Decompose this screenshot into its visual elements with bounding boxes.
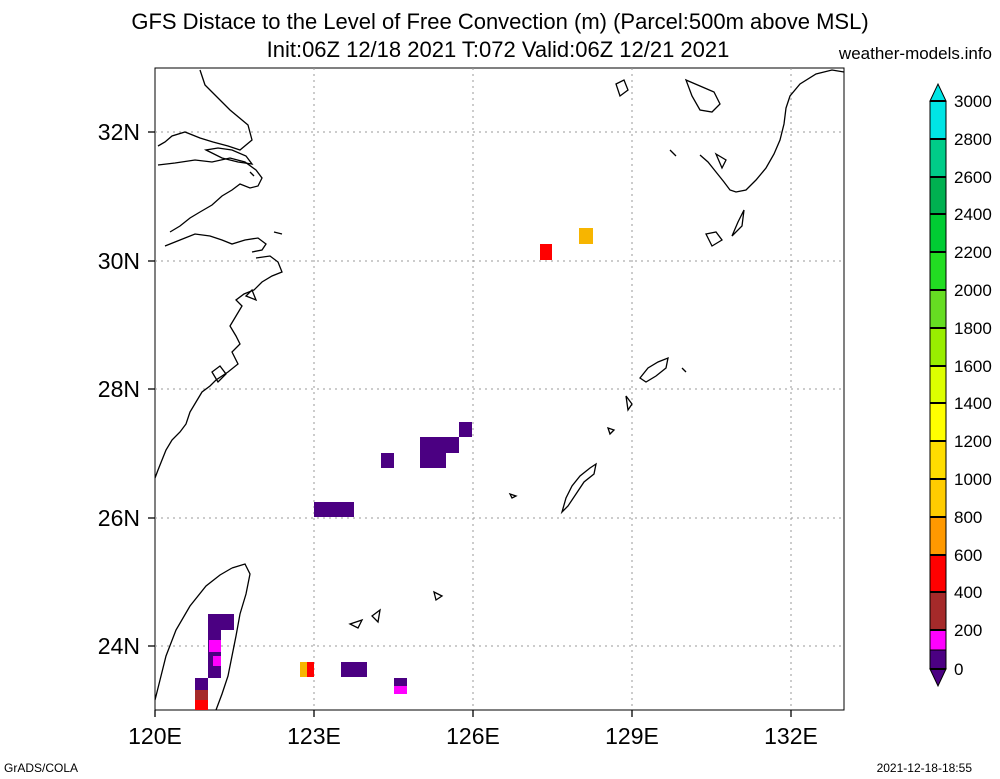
- lfc-cell-magenta: [213, 656, 221, 666]
- lon-tick-label: 126E: [446, 723, 500, 749]
- colorbar-label: 1400: [954, 394, 992, 413]
- lfc-cell-purple: [341, 662, 367, 677]
- lfc-cell-red: [195, 700, 208, 710]
- colorbar-label: 2000: [954, 281, 992, 300]
- lfc-cell-orange: [300, 662, 307, 677]
- lat-tick-label: 32N: [98, 119, 140, 145]
- lfc-cell-purple: [459, 422, 472, 437]
- lfc-cell-purple: [195, 678, 208, 690]
- lfc-cell-purple: [208, 614, 234, 630]
- lfc-cell-purple: [420, 453, 446, 468]
- lfc-cell-red: [540, 244, 552, 260]
- colorbar-label: 400: [954, 583, 982, 602]
- lat-tick-label: 24N: [98, 633, 140, 659]
- site-label: weather-models.info: [838, 44, 992, 63]
- footer-credit: GrADS/COLA: [4, 761, 79, 775]
- lfc-cell-magenta: [394, 686, 407, 694]
- lfc-cell-brown: [195, 690, 208, 700]
- lfc-cell-purple: [420, 437, 459, 453]
- colorbar-label: 600: [954, 546, 982, 565]
- lfc-cell-purple: [314, 502, 354, 517]
- footer-timestamp: 2021-12-18-18:55: [876, 761, 972, 775]
- colorbar-label: 200: [954, 621, 982, 640]
- colorbar-label: 1200: [954, 432, 992, 451]
- lon-tick-label: 132E: [764, 723, 818, 749]
- lat-tick-label: 26N: [98, 505, 140, 531]
- lon-tick-label: 129E: [605, 723, 659, 749]
- lfc-shading: [195, 228, 593, 710]
- map-subtitle: Init:06Z 12/18 2021 T:072 Valid:06Z 12/2…: [266, 37, 730, 62]
- lfc-cell-purple: [208, 630, 221, 678]
- colorbar: [929, 82, 947, 688]
- colorbar-label: 0: [954, 660, 963, 679]
- colorbar-label: 1600: [954, 357, 992, 376]
- graticule: [155, 68, 844, 710]
- colorbar-label: 2800: [954, 130, 992, 149]
- colorbar-label: 800: [954, 508, 982, 527]
- colorbar-label: 2400: [954, 205, 992, 224]
- lfc-cell-purple: [381, 453, 394, 468]
- colorbar-label: 1800: [954, 319, 992, 338]
- map-title: GFS Distace to the Level of Free Convect…: [131, 9, 869, 34]
- lat-tick-label: 28N: [98, 376, 140, 402]
- coastlines: [154, 69, 845, 711]
- lfc-cell-magenta: [209, 640, 221, 652]
- lat-tick-label: 30N: [98, 248, 140, 274]
- colorbar-label: 3000: [954, 92, 992, 111]
- colorbar-label: 2200: [954, 243, 992, 262]
- colorbar-label: 1000: [954, 470, 992, 489]
- axis-ticks: [148, 131, 792, 717]
- lfc-cell-purple: [394, 678, 407, 687]
- lon-tick-label: 120E: [128, 723, 182, 749]
- colorbar-label: 2600: [954, 168, 992, 187]
- lon-tick-label: 123E: [287, 723, 341, 749]
- lfc-cell-orange: [579, 228, 593, 244]
